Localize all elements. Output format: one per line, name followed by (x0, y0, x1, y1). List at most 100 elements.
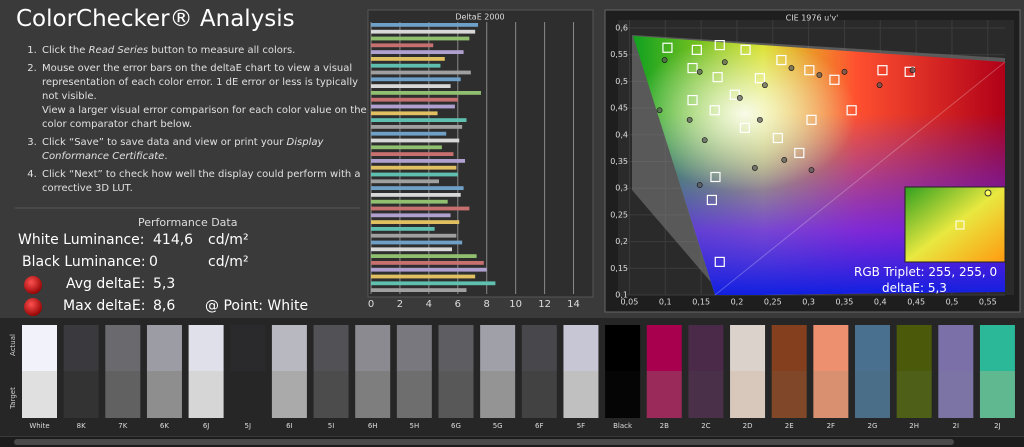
bar (371, 125, 463, 129)
bar (371, 84, 451, 88)
patch-label: 6G (451, 422, 461, 430)
status-dot (24, 276, 42, 294)
measured-point (781, 157, 788, 163)
patch-actual (979, 325, 1015, 371)
x-tick-label: 2 (397, 299, 403, 310)
patch-label: White (29, 422, 49, 430)
patch-target (646, 371, 682, 418)
patch-label: 6I (286, 422, 293, 430)
bar (371, 50, 464, 54)
target-point (806, 114, 817, 125)
patch-label: 2D (743, 422, 753, 430)
instruction: Click “Next” to check how well the displ… (40, 168, 368, 196)
target-point (687, 94, 698, 106)
row-label: Actual (9, 334, 17, 356)
label: Avg deltaE: (66, 276, 146, 292)
chart-title: CIE 1976 u'v' (786, 14, 839, 23)
x-tick-label: 0,1 (659, 298, 672, 307)
x-tick-label: 0,55 (979, 298, 997, 307)
y-tick-label: 0,3 (615, 184, 628, 193)
target-point (729, 89, 740, 100)
x-tick-label: 0 (368, 299, 374, 310)
label: Max deltaE: (63, 298, 146, 314)
x-tick-label: 0,5 (946, 298, 959, 307)
patch-target (63, 371, 99, 418)
bar (371, 261, 484, 265)
patch-target (730, 371, 766, 418)
target-point (687, 62, 698, 74)
bar (371, 131, 447, 136)
cie-chart: CIE 1976 u'v'0,05 0,1 0,15 0,2 0,25 0,3 0,35 0,… (610, 14, 997, 307)
bar (371, 193, 461, 197)
x-tick-label: 0,3 (802, 298, 815, 307)
target-point (754, 73, 766, 84)
patch-actual (146, 325, 182, 371)
measured-point (696, 68, 703, 75)
measured-point (736, 95, 743, 101)
patch-actual (480, 325, 516, 371)
patch-target (855, 371, 890, 418)
text[interactable]: Read Series (88, 45, 149, 56)
bar (371, 186, 464, 190)
bar (371, 57, 445, 61)
patch-label: 6K (160, 422, 169, 430)
bar (371, 233, 457, 238)
patch-target (480, 371, 516, 418)
bar (371, 172, 458, 177)
bar (371, 63, 441, 68)
text: Mouse over the error bars on the deltaE … (42, 63, 359, 102)
patch-target (188, 371, 224, 418)
patch-target (146, 371, 182, 418)
measured-point (696, 182, 703, 188)
unit: cd/m² (208, 254, 249, 270)
patch-actual (646, 325, 682, 371)
text: Click the (42, 45, 89, 56)
patch-target (938, 371, 974, 418)
measured-point (808, 167, 815, 173)
target-point (804, 65, 815, 76)
patch-actual (355, 325, 391, 371)
inset-delta: deltaE: 5,3 (882, 281, 947, 295)
target-point (846, 105, 857, 116)
y-tick-label: 0,2 (615, 237, 628, 246)
value: 0 (149, 254, 158, 270)
patch-label: Black (613, 422, 633, 430)
bar (371, 43, 434, 48)
measured-point (841, 68, 848, 75)
bar (371, 288, 467, 292)
x-tick-label: 6 (455, 299, 461, 310)
target-point (776, 54, 787, 66)
bar (371, 138, 460, 143)
measured-point (751, 165, 758, 171)
text: . (164, 151, 168, 162)
x-tick-label: 4 (426, 299, 432, 310)
target-point (712, 72, 723, 83)
instruction: Mouse over the error bars on the deltaE … (40, 62, 368, 132)
measured-point (686, 116, 693, 123)
scrollbar-thumb[interactable] (14, 439, 954, 445)
value: 8,6 (153, 298, 176, 314)
y-tick-label: 0,15 (610, 264, 628, 273)
text: View a larger visual error comparison fo… (42, 105, 367, 130)
title: ColorChecker® Analysis (16, 6, 295, 32)
text[interactable]: Display Conformance Certificate (42, 137, 324, 162)
bar (371, 274, 476, 279)
comparator: Actual Target White 8K 7K 6K 6J 5J 6I 5I 6H 5H 6G 5G 6… (9, 325, 1015, 430)
patch-label: 6H (368, 422, 378, 430)
patch-target (688, 371, 724, 418)
patch-label: 2C (701, 422, 710, 430)
measured-point (876, 82, 883, 89)
measured-point (757, 116, 763, 123)
patch-label: 8K (77, 422, 86, 430)
patch-actual (771, 325, 807, 371)
patch-target (271, 371, 307, 418)
patch-actual (813, 325, 849, 371)
target-point (829, 74, 840, 85)
bar (371, 213, 451, 218)
target-point (714, 39, 725, 51)
patch-actual (521, 325, 557, 371)
patch-actual (313, 325, 349, 371)
measured-point (909, 67, 916, 74)
perf-title: Performance Data (138, 216, 238, 229)
x-tick-label: 12 (538, 299, 551, 310)
